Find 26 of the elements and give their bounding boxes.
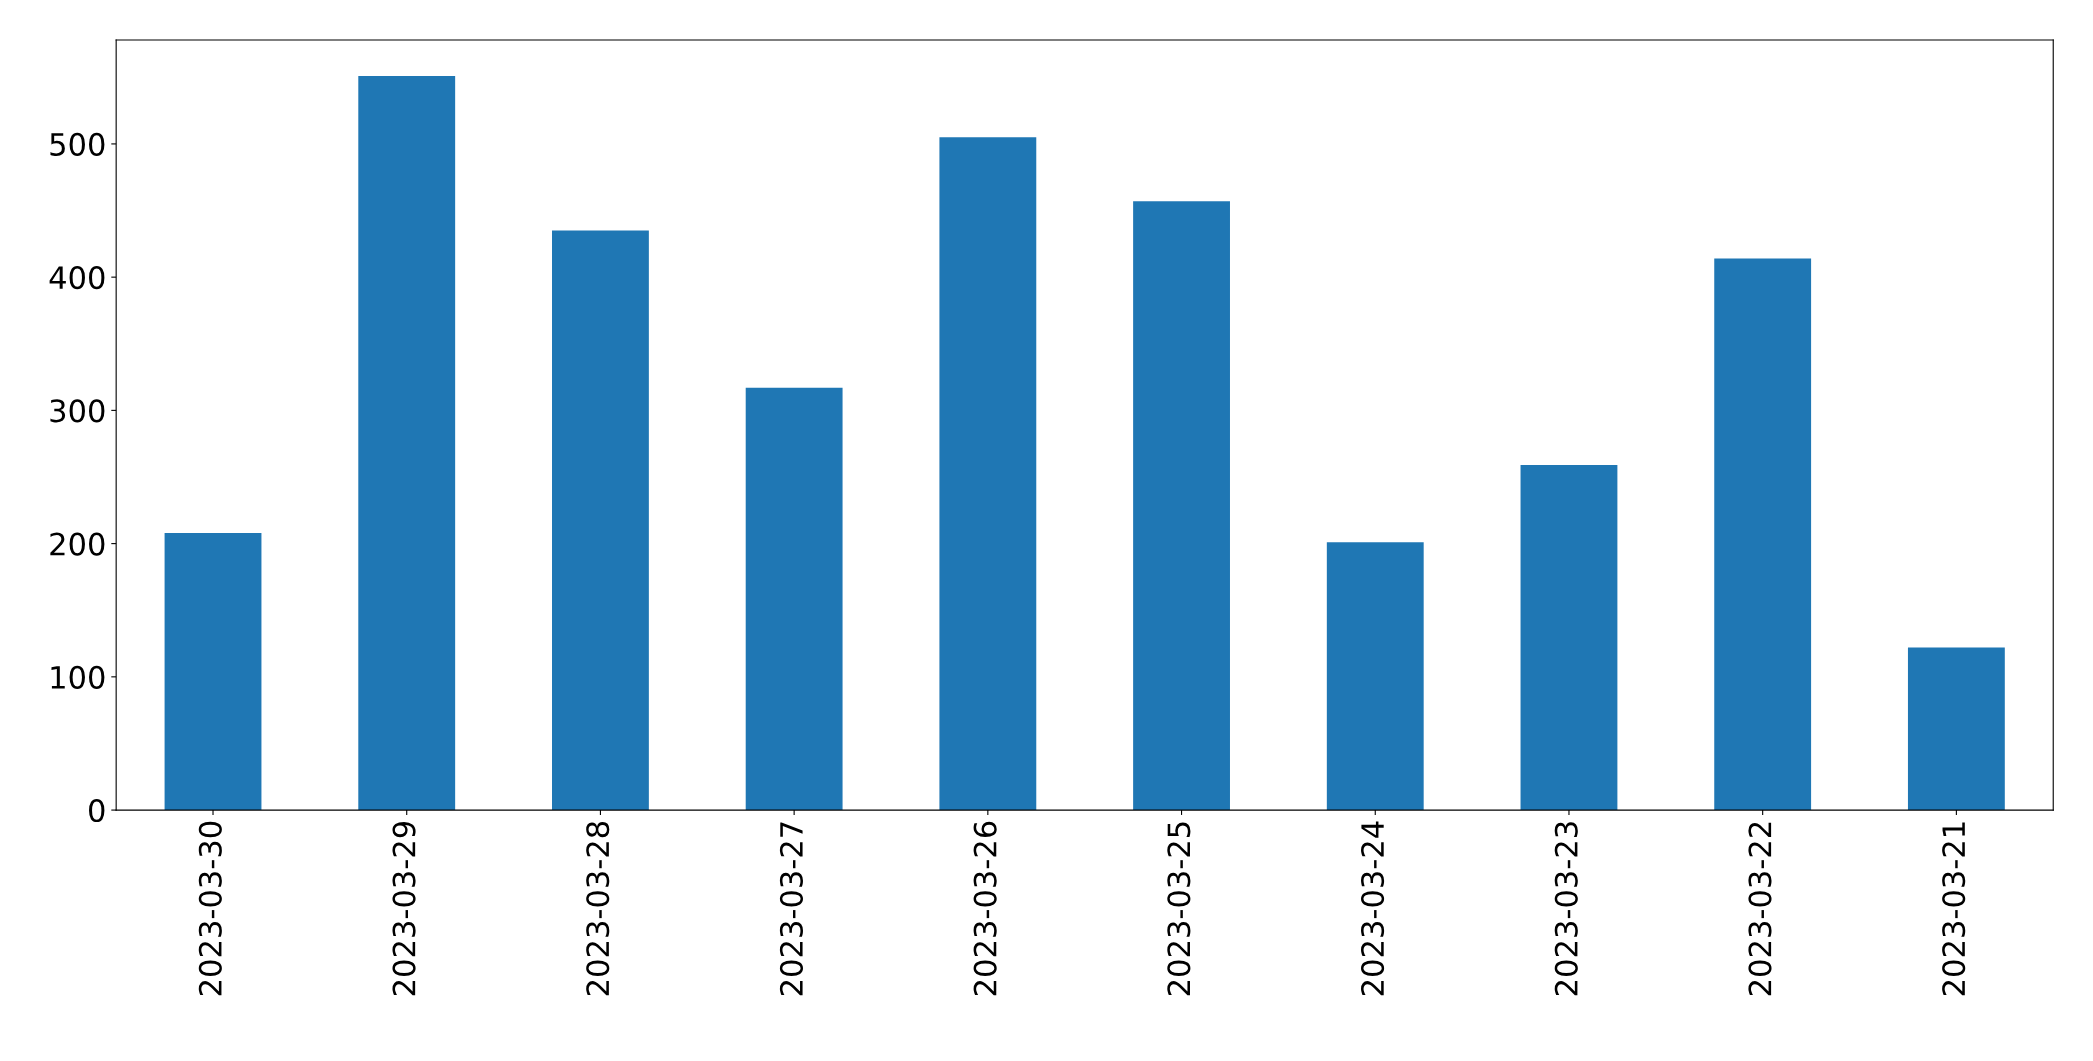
x-tick-label: 2023-03-24 — [1361, 821, 1385, 996]
x-tick-label: 2023-03-22 — [1748, 822, 1772, 996]
x-tick-label: 2023-03-28 — [586, 821, 610, 996]
bar — [1714, 258, 1812, 811]
bar — [939, 137, 1037, 811]
bar — [358, 75, 456, 811]
x-tick-label: 2023-03-27 — [779, 822, 803, 996]
bar — [552, 230, 649, 811]
y-tick-label: 500 — [50, 132, 105, 156]
x-tick-label: 2023-03-21 — [1942, 822, 1966, 996]
x-tick-label: 2023-03-25 — [1167, 822, 1191, 996]
x-tick-label: 2023-03-30 — [198, 821, 222, 996]
bar — [1520, 465, 1618, 811]
y-tick-label: 400 — [49, 266, 105, 290]
bar — [1907, 647, 2005, 811]
x-tick-label: 2023-03-26 — [973, 821, 997, 996]
x-tick-label: 2023-03-29 — [392, 821, 416, 996]
bar — [1326, 542, 1424, 811]
y-tick-label: 100 — [51, 665, 105, 689]
x-tick-label: 2023-03-23 — [1554, 822, 1578, 996]
bar — [1133, 201, 1230, 811]
y-tick-label: 300 — [50, 399, 105, 423]
bar — [745, 387, 843, 811]
y-tick-label: 0 — [89, 799, 105, 823]
bar — [164, 532, 262, 811]
y-tick-label: 200 — [50, 532, 105, 556]
